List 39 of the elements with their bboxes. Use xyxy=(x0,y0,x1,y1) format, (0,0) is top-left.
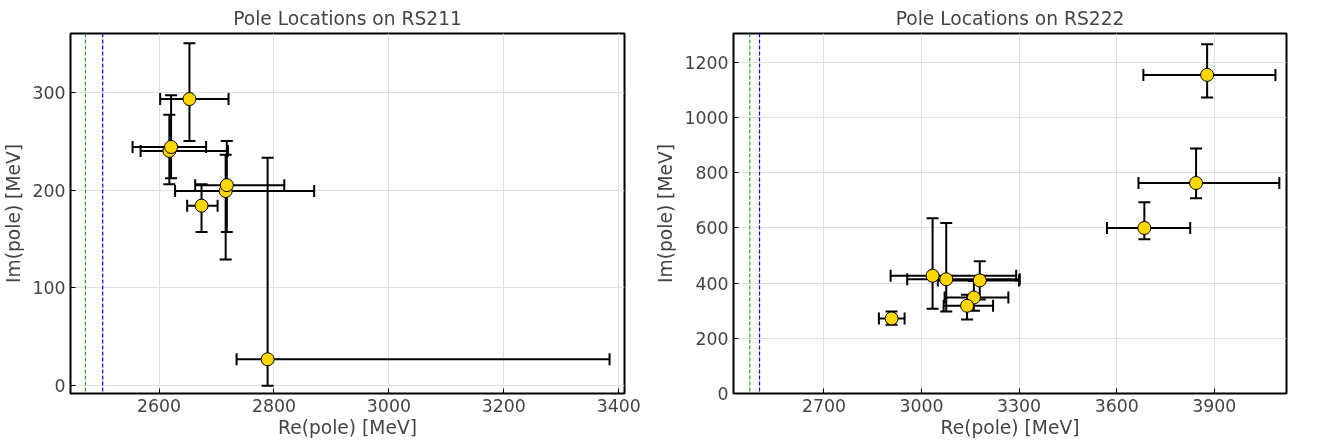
point xyxy=(182,92,197,107)
point xyxy=(1137,221,1152,235)
y-tick-label: 800 xyxy=(695,163,729,184)
y-tick-label: 100 xyxy=(32,278,66,299)
x-tick-label: 2700 xyxy=(801,395,846,416)
point xyxy=(960,298,975,313)
point xyxy=(939,272,954,287)
x-tick-label: 3900 xyxy=(1192,395,1237,416)
y-tick-label: 1000 xyxy=(684,108,729,129)
y-axis-title: Im(pole) [MeV] xyxy=(655,144,677,283)
y-tick-label: 0 xyxy=(717,384,729,404)
point xyxy=(925,268,940,283)
point xyxy=(219,178,234,193)
y-tick-label: 200 xyxy=(695,328,729,349)
point xyxy=(260,352,275,367)
x-tick-label: 3400 xyxy=(596,395,641,416)
x-tick-label: 3300 xyxy=(997,395,1042,416)
x-tick-label: 3600 xyxy=(1094,395,1139,416)
x-tick-label: 2800 xyxy=(251,395,296,416)
x-tick-label: 3000 xyxy=(899,395,944,416)
y-tick-label: 1200 xyxy=(684,52,729,73)
x-tick-label: 3000 xyxy=(366,395,411,416)
x-axis-title: Re(pole) [MeV] xyxy=(940,416,1080,438)
y-tick-label: 600 xyxy=(695,218,729,239)
x-tick-label: 2600 xyxy=(136,395,182,416)
point xyxy=(972,273,987,288)
x-axis-title: Re(pole) [MeV] xyxy=(278,416,417,438)
chart-title: Pole Locations on RS211 xyxy=(233,7,462,29)
y-tick-label: 400 xyxy=(695,273,729,294)
point xyxy=(194,198,209,213)
y-tick-label: 300 xyxy=(32,82,66,103)
y-axis-title: Im(pole) [MeV] xyxy=(3,144,25,283)
x-tick-label: 3200 xyxy=(481,395,526,416)
chart-title: Pole Locations on RS222 xyxy=(895,7,1125,29)
y-tick-label: 0 xyxy=(54,376,66,397)
point xyxy=(164,139,179,154)
point xyxy=(1200,67,1215,82)
point xyxy=(1189,176,1204,190)
y-tick-label: 200 xyxy=(32,180,66,201)
